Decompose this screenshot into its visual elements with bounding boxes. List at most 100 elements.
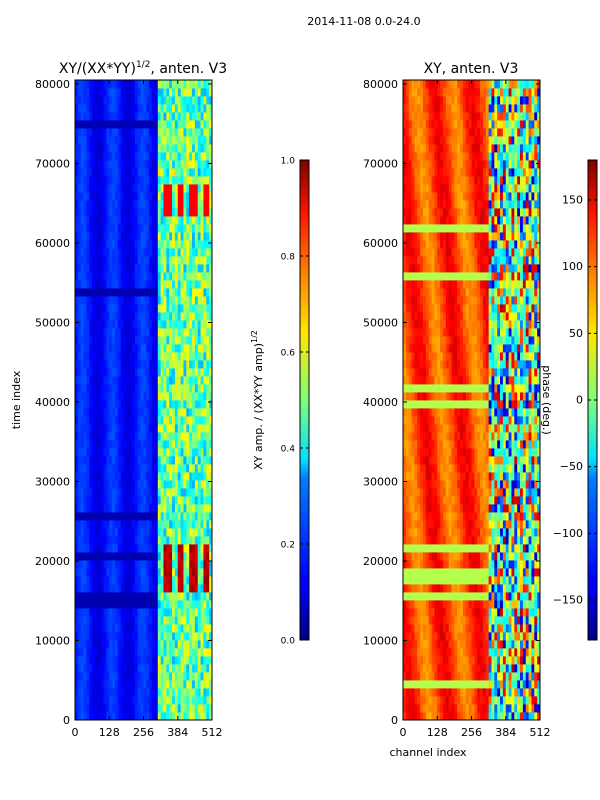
heatmap-cell xyxy=(194,216,199,225)
heatmap-cell xyxy=(491,632,495,641)
heatmap-cell xyxy=(468,696,472,705)
heatmap-cell xyxy=(83,296,87,305)
heatmap-cell xyxy=(149,640,153,649)
heatmap-cell xyxy=(200,696,204,705)
heatmap-cell xyxy=(203,96,207,105)
heatmap-cell xyxy=(494,600,498,609)
heatmap-cell xyxy=(86,640,90,649)
heatmap-cell xyxy=(157,600,162,609)
heatmap-cell xyxy=(422,624,427,633)
heatmap-cell xyxy=(86,296,90,305)
heatmap-cell xyxy=(197,432,201,441)
heatmap-cell xyxy=(417,552,421,561)
heatmap-cell xyxy=(482,560,487,569)
heatmap-cell xyxy=(83,408,87,417)
heatmap-cell xyxy=(137,264,142,273)
heatmap-cell xyxy=(80,592,84,601)
heatmap-cell xyxy=(169,688,173,697)
heatmap-cell xyxy=(120,648,124,657)
heatmap-cell xyxy=(169,184,173,193)
heatmap-cell xyxy=(177,616,181,625)
heatmap-cell xyxy=(126,168,130,177)
heatmap-cell xyxy=(120,504,124,513)
heatmap-cell xyxy=(152,400,156,409)
heatmap-cell xyxy=(172,648,176,657)
heatmap-cell xyxy=(172,184,176,193)
heatmap-cell xyxy=(92,384,96,393)
heatmap-cell xyxy=(172,352,176,361)
heatmap-cell xyxy=(152,472,156,481)
heatmap-cell xyxy=(189,432,193,441)
heatmap-cell xyxy=(442,568,447,577)
heatmap-cell xyxy=(152,704,156,713)
heatmap-cell xyxy=(117,648,122,657)
heatmap-cell xyxy=(157,696,162,705)
heatmap-cell xyxy=(106,328,110,337)
heatmap-cell xyxy=(152,160,156,169)
heatmap-cell xyxy=(137,496,142,505)
heatmap-cell xyxy=(109,648,113,657)
heatmap-cell xyxy=(420,680,424,689)
heatmap-cell xyxy=(528,680,532,689)
heatmap-cell xyxy=(80,360,84,369)
heatmap-cell xyxy=(206,512,210,521)
heatmap-cell xyxy=(160,672,164,681)
heatmap-cell xyxy=(417,688,421,697)
heatmap-cell xyxy=(109,608,113,617)
heatmap-cell xyxy=(511,552,515,561)
heatmap-cell xyxy=(77,176,82,185)
heatmap-cell xyxy=(149,408,153,417)
heatmap-cell xyxy=(134,328,139,337)
heatmap-cell xyxy=(75,304,79,313)
heatmap-cell xyxy=(117,352,122,361)
heatmap-cell xyxy=(146,504,150,513)
heatmap-cell xyxy=(94,136,99,145)
heatmap-cell xyxy=(86,184,90,193)
heatmap-cell xyxy=(206,264,210,273)
heatmap-cell xyxy=(163,592,167,601)
heatmap-cell xyxy=(92,200,96,209)
heatmap-cell xyxy=(143,328,147,337)
heatmap-cell xyxy=(132,208,136,217)
heatmap-cell xyxy=(132,248,136,257)
heatmap-cell xyxy=(129,680,133,689)
heatmap-cell xyxy=(103,432,107,441)
heatmap-cell xyxy=(174,448,179,457)
heatmap-cell xyxy=(117,416,122,425)
heatmap-cell xyxy=(160,656,164,665)
heatmap-cell xyxy=(112,176,116,185)
heatmap-cell xyxy=(189,416,193,425)
heatmap-cell xyxy=(86,160,90,169)
heatmap-cell xyxy=(106,568,110,577)
heatmap-cell xyxy=(488,632,492,641)
heatmap-cell xyxy=(442,688,447,697)
heatmap-cell xyxy=(83,648,87,657)
heatmap-cell xyxy=(192,520,196,529)
heatmap-cell xyxy=(120,368,124,377)
heatmap-cell xyxy=(89,248,93,257)
heatmap-cell xyxy=(203,264,207,273)
heatmap-cell xyxy=(103,192,107,201)
heatmap-cell xyxy=(169,576,173,585)
heatmap-cell xyxy=(200,456,204,465)
heatmap-cell xyxy=(134,624,139,633)
heatmap-cell xyxy=(186,480,190,489)
heatmap-cell xyxy=(134,512,139,521)
heatmap-cell xyxy=(92,448,96,457)
heatmap-cell xyxy=(534,608,538,617)
heatmap-cell xyxy=(92,576,96,585)
heatmap-cell xyxy=(154,80,159,89)
heatmap-cell xyxy=(154,512,159,521)
heatmap-cell xyxy=(143,376,147,385)
heatmap-cell xyxy=(75,432,79,441)
heatmap-cell xyxy=(146,256,150,265)
heatmap-cell xyxy=(109,600,113,609)
heatmap-cell xyxy=(525,688,529,697)
heatmap-cell xyxy=(86,504,90,513)
heatmap-cell xyxy=(86,104,90,113)
heatmap-cell xyxy=(94,552,99,561)
heatmap-cell xyxy=(442,640,447,649)
heatmap-cell xyxy=(183,528,187,537)
heatmap-cell xyxy=(106,512,110,521)
heatmap-cell xyxy=(508,616,512,625)
